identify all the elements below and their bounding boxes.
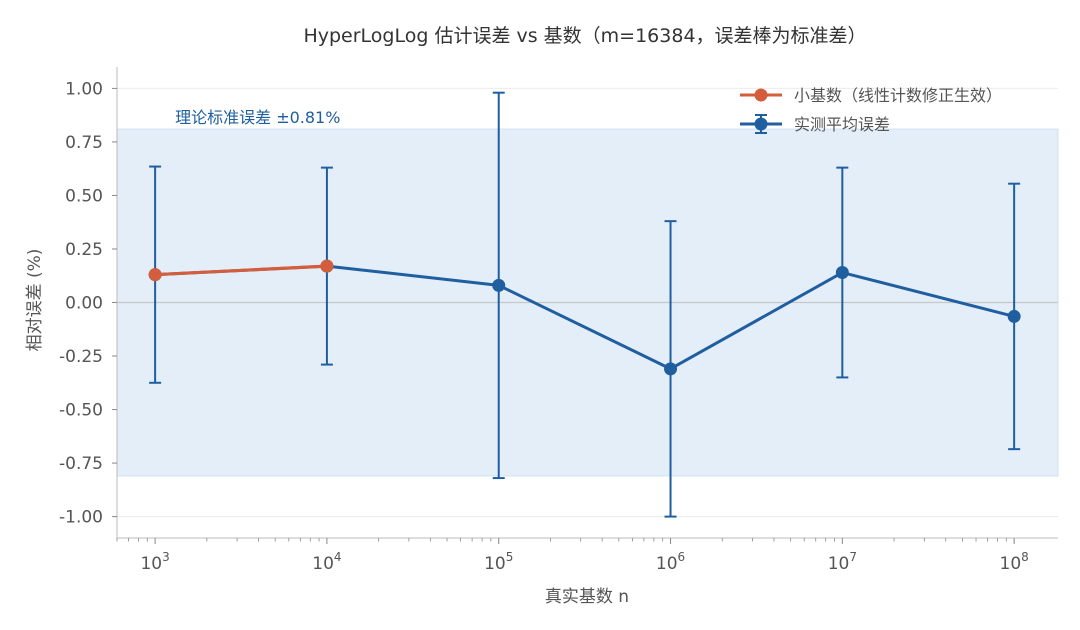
data-point-measured	[835, 266, 849, 280]
y-tick-label: -1.00	[59, 508, 103, 528]
y-tick-label: -0.50	[59, 401, 103, 421]
x-tick-label: 103	[140, 550, 169, 574]
data-point-measured	[1007, 309, 1021, 323]
legend-label-small-cardinality: 小基数（线性计数修正生效）	[794, 86, 1002, 105]
legend-label-measured: 实测平均误差	[794, 115, 890, 134]
data-point-measured	[492, 278, 506, 292]
series-line-small-cardinality	[155, 264, 328, 277]
y-tick-label: 0.50	[65, 186, 103, 206]
chart-title: HyperLogLog 估计误差 vs 基数（m=16384，误差棒为标准差）	[303, 25, 866, 47]
x-tick-label: 108	[1000, 550, 1029, 574]
x-tick-label: 104	[312, 550, 341, 574]
x-tick-label: 107	[828, 550, 857, 574]
y-axis-label: 相对误差 (%)	[25, 249, 45, 352]
data-point-measured	[664, 362, 678, 376]
reference-band-label: 理论标准误差 ±0.81%	[175, 108, 340, 127]
legend: 小基数（线性计数修正生效） 实测平均误差	[740, 86, 1002, 134]
y-tick-label: 1.00	[65, 79, 103, 99]
data-point-small-cardinality	[148, 268, 162, 282]
y-tick-label: 0.00	[65, 294, 103, 314]
y-tick-label: -0.75	[59, 454, 103, 474]
y-tick-label: 0.75	[65, 133, 103, 153]
y-tick-label: 0.25	[65, 240, 103, 260]
x-axis-label: 真实基数 n	[545, 587, 629, 607]
y-tick-label: -0.25	[59, 347, 103, 367]
plot-area: 理论标准误差 ±0.81% 1.00 0.75 0.50 0.25 0.00 -0.25 -0…	[59, 67, 1059, 574]
x-tick-label: 105	[484, 550, 513, 574]
data-point-small-cardinality	[320, 259, 334, 273]
legend-marker-small-cardinality	[754, 88, 768, 102]
legend-marker-measured	[754, 117, 768, 131]
x-tick-label: 106	[656, 550, 685, 574]
